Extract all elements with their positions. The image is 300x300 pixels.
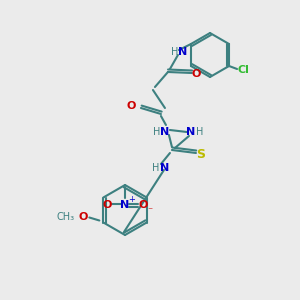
Text: O: O bbox=[138, 200, 148, 210]
Text: H: H bbox=[171, 47, 178, 57]
Text: H: H bbox=[196, 127, 204, 137]
Text: N: N bbox=[178, 47, 188, 57]
Text: O: O bbox=[79, 212, 88, 223]
Text: S: S bbox=[196, 148, 206, 160]
Text: CH₃: CH₃ bbox=[56, 212, 74, 223]
Text: Cl: Cl bbox=[237, 65, 249, 75]
Text: N: N bbox=[120, 200, 130, 210]
Text: +: + bbox=[129, 196, 135, 205]
Text: H: H bbox=[153, 127, 161, 137]
Text: O: O bbox=[191, 69, 201, 79]
Text: O: O bbox=[102, 200, 112, 210]
Text: N: N bbox=[160, 127, 170, 137]
Text: ⁻: ⁻ bbox=[147, 206, 153, 216]
Text: H: H bbox=[152, 163, 160, 173]
Text: N: N bbox=[160, 163, 170, 173]
Text: N: N bbox=[186, 127, 196, 137]
Text: O: O bbox=[126, 101, 136, 111]
